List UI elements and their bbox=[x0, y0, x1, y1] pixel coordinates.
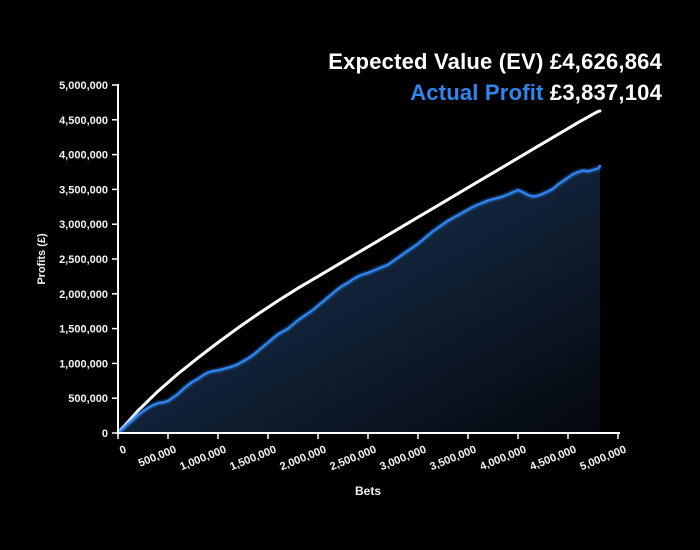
actual-profit-value: £3,837,104 bbox=[549, 80, 662, 105]
x-tick-label: 1,000,000 bbox=[178, 444, 228, 473]
chart-header: Expected Value (EV) £4,626,864 Actual Pr… bbox=[328, 46, 662, 108]
y-tick-label: 2,000,000 bbox=[59, 289, 108, 301]
x-tick-label: 500,000 bbox=[137, 444, 178, 470]
x-tick-label: 2,500,000 bbox=[328, 444, 378, 473]
x-tick-label: 0 bbox=[118, 444, 128, 457]
ev-value: £4,626,864 bbox=[549, 49, 662, 74]
y-tick-label: 4,500,000 bbox=[59, 115, 108, 127]
x-tick-label: 3,000,000 bbox=[378, 444, 428, 473]
ev-header-line: Expected Value (EV) £4,626,864 bbox=[328, 46, 662, 77]
x-tick-label: 4,000,000 bbox=[478, 444, 528, 473]
x-axis-title: Bets bbox=[354, 484, 381, 498]
y-tick-label: 0 bbox=[102, 428, 108, 440]
y-tick-label: 2,500,000 bbox=[59, 254, 108, 266]
actual-header-line: Actual Profit £3,837,104 bbox=[328, 77, 662, 108]
ev-label: Expected Value (EV) bbox=[328, 49, 544, 74]
y-axis-title: Profits (£) bbox=[36, 233, 48, 285]
y-tick-label: 3,000,000 bbox=[59, 219, 108, 231]
x-tick-label: 3,500,000 bbox=[428, 444, 478, 473]
actual-profit-line bbox=[116, 164, 602, 435]
y-tick-label: 1,000,000 bbox=[59, 358, 108, 370]
x-tick-label: 4,500,000 bbox=[528, 444, 578, 473]
actual-profit-area bbox=[118, 165, 600, 433]
y-tick-label: 500,000 bbox=[68, 393, 108, 405]
x-tick-label: 5,000,000 bbox=[578, 444, 628, 473]
y-tick-label: 3,500,000 bbox=[59, 184, 108, 196]
ev-line bbox=[116, 109, 602, 435]
y-tick-label: 5,000,000 bbox=[59, 80, 108, 92]
y-tick-label: 4,000,000 bbox=[59, 150, 108, 162]
x-tick-label: 2,000,000 bbox=[278, 444, 328, 473]
x-tick-label: 1,500,000 bbox=[228, 444, 278, 473]
y-tick-label: 1,500,000 bbox=[59, 324, 108, 336]
actual-profit-label: Actual Profit bbox=[410, 80, 544, 105]
